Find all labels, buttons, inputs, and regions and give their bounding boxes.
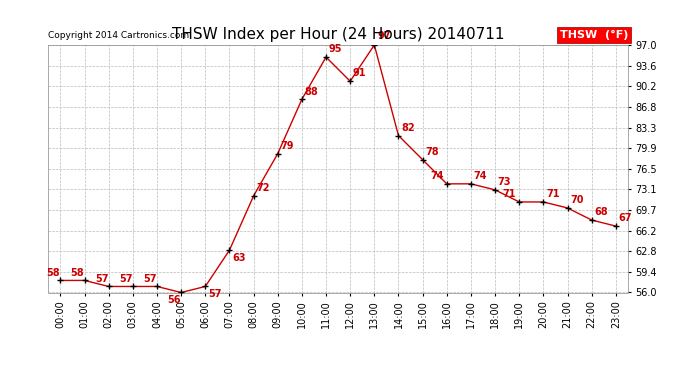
Text: 97: 97 — [377, 31, 391, 41]
Text: 73: 73 — [498, 177, 511, 187]
Text: THSW  (°F): THSW (°F) — [560, 30, 628, 40]
Title: THSW Index per Hour (24 Hours) 20140711: THSW Index per Hour (24 Hours) 20140711 — [172, 27, 504, 42]
Text: 57: 57 — [208, 289, 221, 299]
Text: Copyright 2014 Cartronics.com: Copyright 2014 Cartronics.com — [48, 31, 190, 40]
Text: 58: 58 — [70, 268, 84, 278]
Text: 88: 88 — [305, 87, 318, 96]
Text: 58: 58 — [46, 268, 60, 278]
Text: 79: 79 — [281, 141, 294, 151]
Text: 74: 74 — [430, 171, 444, 181]
Text: 72: 72 — [257, 183, 270, 193]
Text: 95: 95 — [329, 44, 342, 54]
Text: 70: 70 — [571, 195, 584, 205]
Text: 57: 57 — [119, 274, 132, 284]
Text: 82: 82 — [402, 123, 415, 133]
Text: 91: 91 — [353, 69, 366, 78]
Text: 78: 78 — [426, 147, 439, 157]
Text: 74: 74 — [474, 171, 487, 181]
Text: 57: 57 — [95, 274, 108, 284]
Text: 56: 56 — [167, 295, 181, 305]
Text: 68: 68 — [595, 207, 608, 217]
Text: 63: 63 — [233, 253, 246, 263]
Text: 57: 57 — [143, 274, 157, 284]
Text: 71: 71 — [546, 189, 560, 199]
Text: 71: 71 — [502, 189, 516, 199]
Text: 67: 67 — [619, 213, 632, 223]
